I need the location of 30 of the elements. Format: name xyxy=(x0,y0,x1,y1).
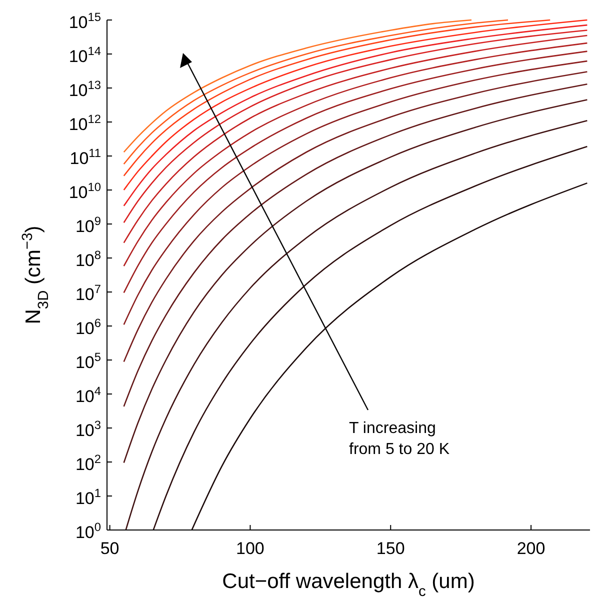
y-tick-label: 10$^{12}$ xyxy=(68,112,102,134)
x-tick-label: 200 xyxy=(516,539,546,558)
y-tick-label: 10$^{9}$ xyxy=(75,214,102,236)
annotation: T increasing from 5 to 20 K xyxy=(349,420,450,458)
y-tick-label: 10$^{8}$ xyxy=(75,248,102,270)
y-tick-label: 10$^{11}$ xyxy=(70,146,102,168)
x-tick-label: 50 xyxy=(100,539,120,558)
x-tick-label: 100 xyxy=(236,539,264,558)
y-tick-label: 10$^{10}$ xyxy=(68,180,102,202)
line-series xyxy=(123,19,472,153)
line-series xyxy=(123,19,509,165)
line-series xyxy=(123,60,588,326)
y-tick-label: 10$^{4}$ xyxy=(75,384,102,406)
line-series xyxy=(123,71,588,362)
y-tick-label: 10$^{2}$ xyxy=(75,452,102,474)
line-series xyxy=(123,99,588,464)
line-series xyxy=(123,19,551,177)
y-tick-label: 10$^{1}$ xyxy=(75,486,102,508)
line-series xyxy=(123,83,588,408)
y-tick-label: 10$^{15}$ xyxy=(68,10,102,32)
y-tick-label: 10$^{7}$ xyxy=(75,282,102,304)
y-tick-label: 10$^{13}$ xyxy=(68,78,102,100)
line-series xyxy=(191,182,588,531)
y-tick-label: 10$^{6}$ xyxy=(75,316,102,338)
x-axis-title: Cut−off wavelength λ$_{c}$ (um) xyxy=(222,570,475,600)
x-tick-label: 150 xyxy=(376,539,405,558)
y-tick-label: 10$^{14}$ xyxy=(68,44,102,66)
y-tick-label: 10$^{5}$ xyxy=(75,350,102,372)
y-tick-label: 10$^{3}$ xyxy=(75,418,102,440)
y-tick-label: 10$^{0}$ xyxy=(75,520,102,542)
